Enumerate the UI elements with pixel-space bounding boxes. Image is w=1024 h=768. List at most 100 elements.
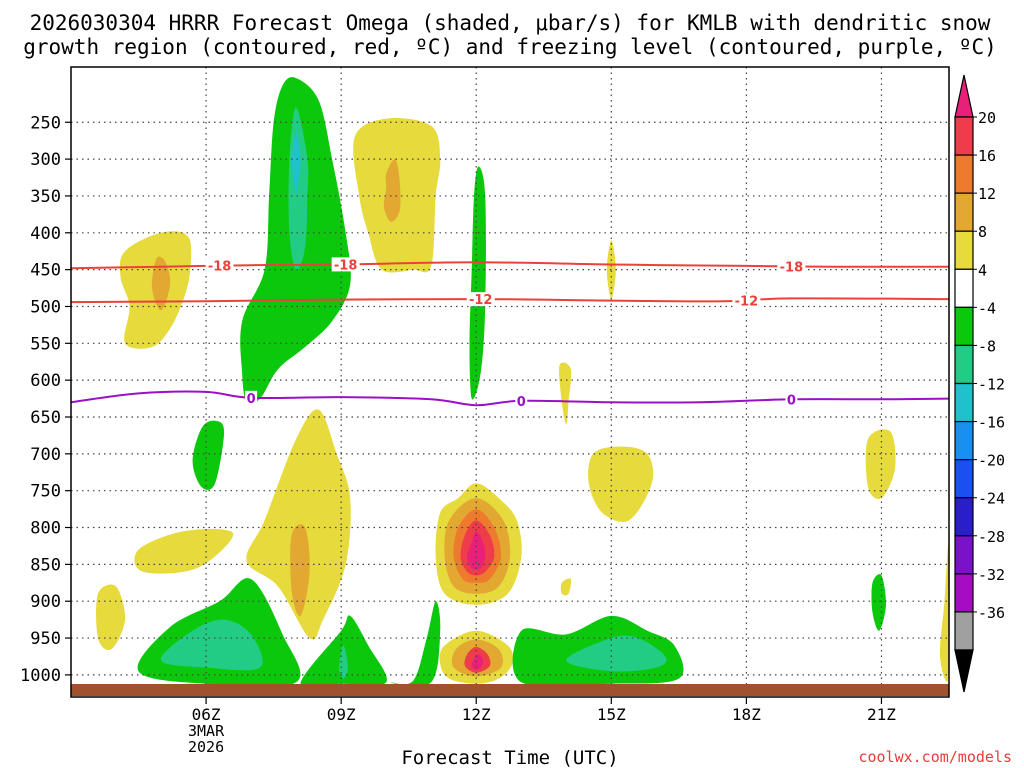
colorbar-label: -20 bbox=[978, 452, 1005, 470]
x-axis-label: Forecast Time (UTC) bbox=[401, 747, 618, 768]
colorbar: 20 16 12 8 4 -4 -8 -12 -16 -20 -24 -28 -32 -36 bbox=[954, 74, 1005, 693]
contour-label-bg bbox=[777, 259, 806, 274]
shade-magenta-12z-surface bbox=[471, 654, 484, 670]
colorbar-swatch bbox=[954, 306, 974, 347]
x-tick-year: 2026 bbox=[188, 738, 224, 756]
shade-teal-band-14z-16z bbox=[566, 635, 667, 672]
y-tick-label-650: 650 bbox=[30, 408, 61, 428]
shade-magenta-12z bbox=[467, 531, 486, 570]
colorbar-bottom-arrow bbox=[954, 649, 974, 693]
shade-green-small-10z-11z bbox=[390, 601, 441, 687]
plot-frame bbox=[70, 66, 950, 698]
x-tick-label-21z: 21Z bbox=[867, 705, 896, 724]
y-tick-label-550: 550 bbox=[30, 334, 61, 354]
contour-18c-isotherm bbox=[70, 261, 950, 270]
shade-green-21z-900 bbox=[871, 574, 887, 631]
colorbar-label: 12 bbox=[978, 185, 996, 203]
contour-label-bg bbox=[785, 392, 798, 407]
colorbar-label: 20 bbox=[978, 109, 996, 127]
y-tick-label-700: 700 bbox=[30, 445, 61, 465]
y-tick-label-800: 800 bbox=[30, 519, 61, 539]
y-tick-label-450: 450 bbox=[30, 261, 61, 281]
colorbar-swatch bbox=[954, 573, 974, 613]
temperature-contours: -18 -18 -18 -12 -12 0 0 0 bbox=[70, 257, 950, 410]
colorbar-label: 8 bbox=[978, 223, 987, 241]
contour-label-bg bbox=[205, 258, 234, 273]
shade-teal-09z bbox=[338, 645, 348, 679]
shade-yellow-14z-600 bbox=[559, 362, 572, 425]
colorbar-top-arrow bbox=[954, 74, 974, 118]
y-tick-label-1000: 1000 bbox=[20, 666, 61, 686]
colorbar-swatch bbox=[954, 611, 974, 651]
shade-cyan-core bbox=[291, 133, 301, 196]
colorbar-swatch bbox=[954, 382, 974, 423]
colorbar-label: -36 bbox=[978, 604, 1005, 622]
contour-12c-isotherm bbox=[70, 297, 950, 304]
colorbar-swatch bbox=[954, 535, 974, 575]
x-tick-label-06z: 06Z bbox=[192, 705, 221, 724]
shade-yellow-03z-900 bbox=[96, 584, 126, 651]
chart-title-line1: 2026030304 HRRR Forecast Omega (shaded, … bbox=[30, 11, 991, 35]
ground-strip bbox=[71, 684, 949, 696]
colorbar-swatch bbox=[954, 497, 974, 537]
contour-label-12c-isotherm: -12 bbox=[469, 293, 493, 308]
contour-label-bg bbox=[331, 257, 360, 272]
y-tick-label-400: 400 bbox=[30, 224, 61, 244]
shade-yellow-15z-700 bbox=[588, 446, 654, 522]
colorbar-label: -8 bbox=[978, 337, 996, 355]
contour-label-bg bbox=[466, 292, 495, 307]
colorbar-label: 4 bbox=[978, 261, 987, 279]
chart-title-line2: growth region (contoured, red, ºC) and f… bbox=[23, 35, 997, 59]
y-tick-label-900: 900 bbox=[30, 592, 61, 612]
shade-yellow-05z-800 bbox=[134, 528, 234, 574]
colorbar-swatch bbox=[954, 268, 974, 308]
x-tick-label-15z: 15Z bbox=[597, 705, 626, 724]
plot-background bbox=[71, 67, 949, 697]
shade-green-line-12z bbox=[469, 166, 486, 400]
colorbar-swatch bbox=[954, 116, 974, 156]
contour-label-bg bbox=[245, 390, 258, 405]
shade-yellow-13z-14z-sliver bbox=[560, 578, 572, 596]
contour-label-bg bbox=[732, 293, 761, 308]
shade-teal-band-05z-07z bbox=[160, 619, 263, 671]
contour-label-freezing-level-0c: 0 bbox=[247, 392, 256, 407]
colorbar-label: -12 bbox=[978, 376, 1005, 394]
credit-text: coolwx.com/models bbox=[858, 748, 1012, 766]
y-tick-label-350: 350 bbox=[30, 187, 61, 207]
shade-orange-inside-10z-cell bbox=[383, 159, 401, 222]
contour-label-bg bbox=[515, 393, 528, 408]
x-tick-label-12z: 12Z bbox=[462, 705, 491, 724]
colorbar-swatch bbox=[954, 344, 974, 385]
contour-label-freezing-level-0c: 0 bbox=[787, 393, 796, 408]
shade-yellow-edge-22z-low bbox=[939, 540, 949, 682]
x-tick-label-09z: 09Z bbox=[327, 705, 356, 724]
colorbar-label: -24 bbox=[978, 490, 1005, 508]
colorbar-label: 16 bbox=[978, 147, 996, 165]
shade-green-cell-06z-700 bbox=[192, 420, 225, 491]
plot-area: -18 -18 -18 -12 -12 0 0 0 bbox=[70, 66, 950, 698]
contour-label-18c-isotherm: -18 bbox=[208, 260, 232, 275]
contour-label-18c-isotherm: -18 bbox=[780, 260, 804, 275]
colorbar-swatch bbox=[954, 459, 974, 499]
colorbar-swatch bbox=[954, 230, 974, 270]
shade-yellow-21z-700 bbox=[865, 429, 896, 500]
colorbar-swatch bbox=[954, 192, 974, 232]
y-tick-label-600: 600 bbox=[30, 371, 61, 391]
y-tick-label-500: 500 bbox=[30, 297, 61, 317]
y-tick-label-300: 300 bbox=[30, 150, 61, 170]
colorbar-swatch bbox=[954, 420, 974, 461]
contour-label-18c-isotherm: -18 bbox=[334, 258, 358, 273]
x-tick-date: 3MAR bbox=[188, 722, 225, 740]
colorbar-swatch bbox=[954, 154, 974, 194]
y-tick-label-850: 850 bbox=[30, 555, 61, 575]
y-axis: 250 300 350 400 450 500 550 600 650 700 750 800 850 9… bbox=[20, 113, 71, 686]
y-tick-label-950: 950 bbox=[30, 629, 61, 649]
colorbar-label: -4 bbox=[978, 299, 996, 317]
contour-label-freezing-level-0c: 0 bbox=[517, 395, 526, 410]
colorbar-label: -16 bbox=[978, 414, 1005, 432]
colorbar-label: -32 bbox=[978, 566, 1005, 584]
shade-orange-08z-low bbox=[290, 524, 310, 617]
colorbar-label: -28 bbox=[978, 528, 1005, 546]
